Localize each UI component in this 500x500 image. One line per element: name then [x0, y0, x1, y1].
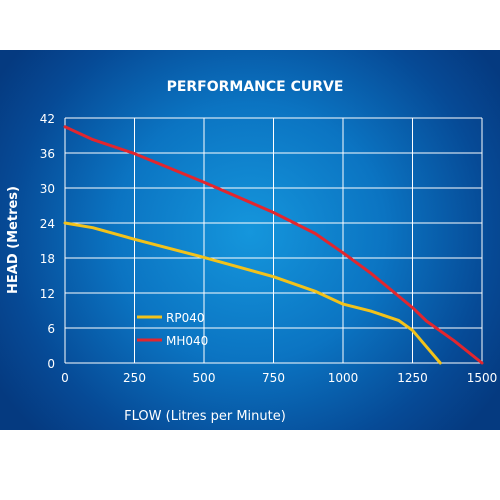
y-tick-label: 42 [40, 112, 55, 126]
y-tick-label: 6 [47, 322, 55, 336]
x-tick-label: 0 [61, 371, 69, 385]
x-tick-label: 1000 [328, 371, 359, 385]
grid [64, 117, 483, 364]
legend-label-rp040: RP040 [166, 311, 204, 325]
x-tick-label: 1500 [467, 371, 498, 385]
y-tick-label: 18 [40, 252, 55, 266]
tick-labels: 0 250 500 750 1000 1250 1500 0 6 12 18 24 30 36 42 [40, 112, 498, 385]
x-tick-label: 1250 [397, 371, 428, 385]
x-axis-title: FLOW (Litres per Minute) [124, 409, 286, 424]
chart-panel: PERFORMANCE CURVE 0 250 500 750 1000 1250 1500… [0, 50, 500, 430]
series-line-mh040 [63, 125, 484, 365]
y-tick-label: 36 [40, 147, 55, 161]
series-lines [63, 125, 484, 365]
y-tick-label: 0 [47, 357, 55, 371]
x-tick-label: 500 [193, 371, 216, 385]
performance-chart: PERFORMANCE CURVE 0 250 500 750 1000 1250 1500… [6, 79, 498, 424]
legend-label-mh040: MH040 [166, 334, 208, 348]
series-line-rp040 [63, 221, 442, 365]
y-tick-label: 30 [40, 182, 55, 196]
y-tick-label: 12 [40, 287, 55, 301]
y-tick-label: 24 [40, 217, 55, 231]
chart-title: PERFORMANCE CURVE [167, 79, 344, 95]
legend: RP040 MH040 [137, 311, 208, 348]
y-axis-title: HEAD (Metres) [6, 186, 21, 294]
x-tick-label: 750 [262, 371, 285, 385]
x-tick-label: 250 [123, 371, 146, 385]
